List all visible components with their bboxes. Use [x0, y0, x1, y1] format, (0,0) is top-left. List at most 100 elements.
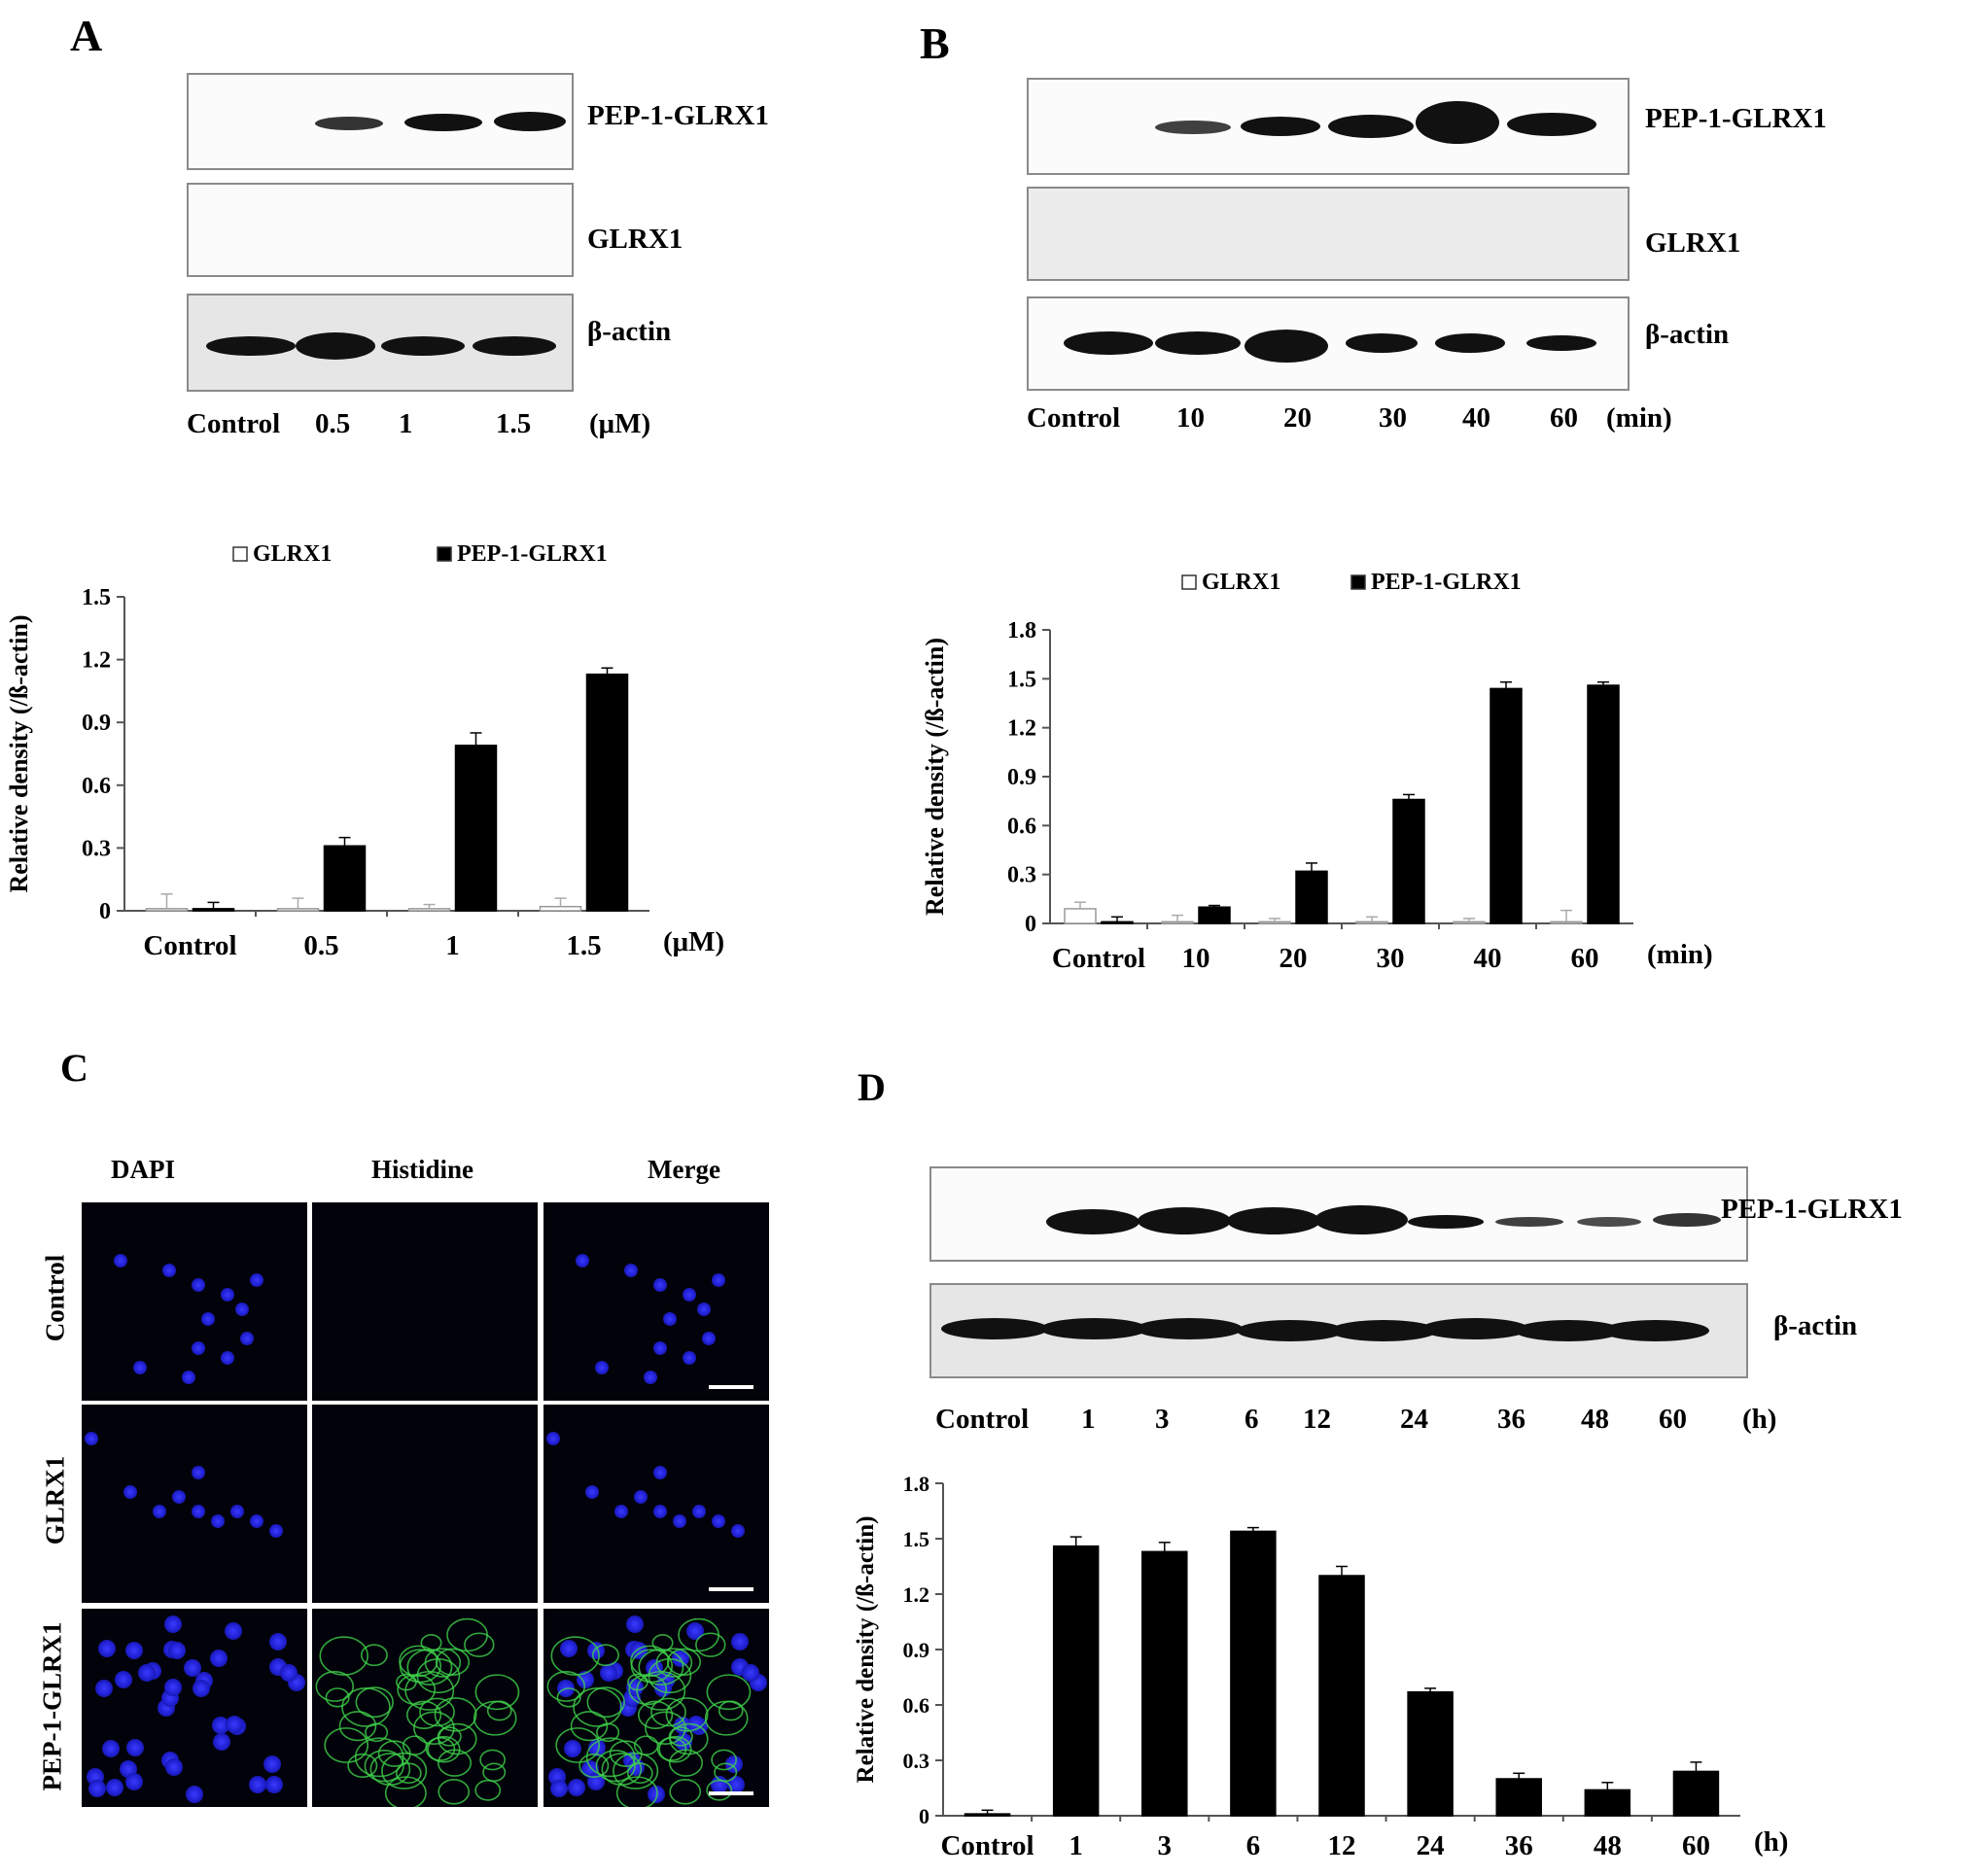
lane-label: 0.5: [315, 408, 351, 439]
membrane-stain: [437, 1726, 462, 1747]
legend-label: PEP-1-GLRX1: [1371, 570, 1522, 595]
membrane-stain: [446, 1617, 488, 1652]
nucleus: [163, 1615, 182, 1633]
nucleus: [731, 1524, 745, 1538]
band: [1408, 1215, 1484, 1229]
panel-d-letter: D: [858, 1065, 886, 1109]
band: [296, 332, 375, 360]
membrane-stain: [338, 1711, 377, 1742]
nucleus: [185, 1786, 203, 1804]
column-header-merge: Merge: [648, 1155, 720, 1184]
nucleus: [172, 1490, 186, 1504]
bar: [539, 905, 582, 912]
band: [1315, 1205, 1408, 1234]
band: [1244, 330, 1328, 363]
legend-label: GLRX1: [253, 541, 332, 567]
nucleus: [595, 1361, 609, 1374]
membrane-stain: [420, 1634, 442, 1652]
y-tick-label: 1.5: [903, 1527, 930, 1551]
band: [404, 114, 482, 131]
membrane-stain: [474, 1779, 502, 1801]
nucleus: [712, 1273, 725, 1287]
nucleus: [248, 1775, 266, 1793]
membrane-stain: [678, 1617, 719, 1652]
nucleus: [626, 1757, 645, 1776]
membrane-stain: [650, 1697, 686, 1727]
micrograph: [82, 1405, 307, 1603]
bar: [1355, 921, 1388, 924]
band: [315, 117, 383, 130]
membrane-stain: [550, 1636, 600, 1676]
legend-label: PEP-1-GLRX1: [457, 541, 608, 567]
x-tick-label: Control: [1052, 943, 1145, 974]
bar: [1052, 1545, 1100, 1817]
nucleus: [624, 1264, 638, 1277]
membrane-stain: [482, 1762, 507, 1783]
lane-label: 6: [1244, 1404, 1259, 1435]
nucleus: [105, 1778, 123, 1796]
bar: [585, 673, 629, 912]
y-tick-label: 1.2: [1007, 716, 1036, 742]
membrane-stain: [578, 1753, 610, 1779]
membrane-stain: [669, 1722, 709, 1755]
band: [1435, 333, 1505, 353]
membrane-stain: [665, 1697, 709, 1732]
nucleus: [673, 1514, 686, 1528]
membrane-stain: [573, 1687, 622, 1727]
membrane-stain: [405, 1700, 442, 1729]
y-tick-label: 1.8: [903, 1472, 930, 1496]
micrograph: [543, 1609, 769, 1807]
x-tick-label: Control: [940, 1830, 1034, 1861]
nucleus: [653, 1341, 667, 1355]
membrane-stain: [416, 1657, 461, 1694]
x-tick-label: 48: [1594, 1830, 1622, 1861]
membrane-stain: [651, 1634, 674, 1652]
bar: [1198, 906, 1231, 924]
lane-label: 1: [399, 408, 413, 439]
membrane-stain: [648, 1657, 692, 1694]
nucleus: [564, 1739, 582, 1757]
band: [1653, 1213, 1721, 1227]
nucleus: [269, 1524, 283, 1538]
nucleus: [221, 1351, 234, 1365]
membrane-stain: [319, 1636, 368, 1676]
membrane-stain: [655, 1648, 693, 1678]
nucleus: [644, 1371, 657, 1384]
row-label-glrx1: GLRX1: [40, 1455, 70, 1546]
bar: [1453, 921, 1486, 924]
legend-swatch: [437, 546, 452, 562]
panel-c-letter: C: [60, 1046, 88, 1090]
nucleus: [560, 1639, 578, 1657]
nucleus: [126, 1738, 145, 1756]
nucleus: [634, 1490, 648, 1504]
nucleus: [212, 1717, 230, 1735]
band: [1227, 1207, 1320, 1234]
nucleus: [683, 1351, 696, 1365]
membrane-stain: [595, 1750, 636, 1783]
nucleus: [162, 1264, 176, 1277]
x-tick-label: 36: [1505, 1830, 1533, 1861]
nucleus: [95, 1680, 114, 1698]
panel-a-letter: A: [70, 11, 103, 60]
lane-label: 48: [1581, 1404, 1609, 1435]
bar: [1587, 684, 1620, 924]
membrane-stain: [479, 1749, 507, 1771]
x-tick-label: 40: [1474, 943, 1502, 974]
nucleus: [115, 1670, 133, 1688]
y-tick-label: 1.5: [1007, 667, 1036, 692]
nucleus: [686, 1622, 705, 1641]
x-axis-unit: (min): [1647, 939, 1713, 970]
membrane-stain: [695, 1632, 726, 1657]
blot-label: β-actin: [587, 316, 672, 347]
nucleus: [697, 1303, 711, 1316]
y-tick-label: 1.2: [903, 1582, 930, 1607]
bar: [407, 908, 451, 912]
membrane-stain: [714, 1762, 738, 1783]
bar: [145, 908, 189, 912]
nucleus: [653, 1505, 667, 1518]
blot-label: β-actin: [1773, 1310, 1858, 1341]
x-tick-label: 10: [1182, 943, 1210, 974]
nucleus: [153, 1505, 166, 1518]
row-label-pep1-glrx1: PEP-1-GLRX1: [37, 1621, 67, 1791]
bar: [964, 1813, 1011, 1817]
